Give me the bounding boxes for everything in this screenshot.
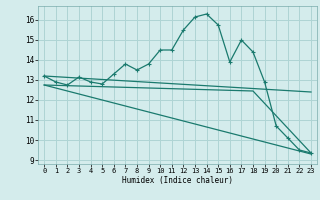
X-axis label: Humidex (Indice chaleur): Humidex (Indice chaleur): [122, 176, 233, 185]
